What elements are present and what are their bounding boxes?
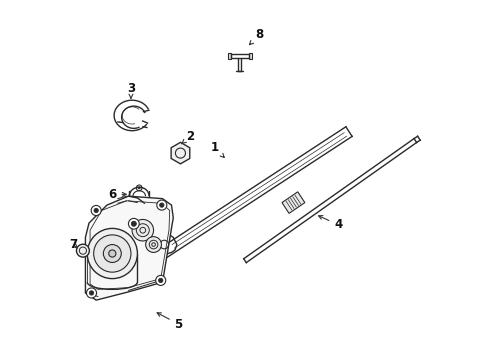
Circle shape xyxy=(138,187,140,189)
Circle shape xyxy=(146,237,161,252)
Text: 6: 6 xyxy=(108,188,126,201)
Circle shape xyxy=(76,244,89,257)
Circle shape xyxy=(87,228,137,279)
Circle shape xyxy=(131,221,136,226)
Text: 2: 2 xyxy=(181,130,195,144)
Text: 4: 4 xyxy=(318,216,343,231)
Circle shape xyxy=(132,220,153,241)
Text: 8: 8 xyxy=(249,28,264,45)
Circle shape xyxy=(91,206,101,216)
Text: 1: 1 xyxy=(211,141,224,157)
Polygon shape xyxy=(248,53,252,59)
Polygon shape xyxy=(228,53,231,59)
Circle shape xyxy=(128,219,139,229)
Circle shape xyxy=(94,208,98,213)
Circle shape xyxy=(89,291,94,295)
Circle shape xyxy=(159,278,163,283)
Text: 7: 7 xyxy=(70,238,77,251)
Polygon shape xyxy=(282,192,305,213)
Circle shape xyxy=(103,244,122,262)
Circle shape xyxy=(87,288,97,298)
Text: 5: 5 xyxy=(157,313,183,331)
Circle shape xyxy=(94,235,131,272)
Text: 3: 3 xyxy=(127,82,135,98)
Circle shape xyxy=(157,200,167,210)
Polygon shape xyxy=(85,196,173,300)
Circle shape xyxy=(156,275,166,285)
Circle shape xyxy=(109,250,116,257)
Polygon shape xyxy=(171,142,190,164)
Circle shape xyxy=(160,203,164,207)
